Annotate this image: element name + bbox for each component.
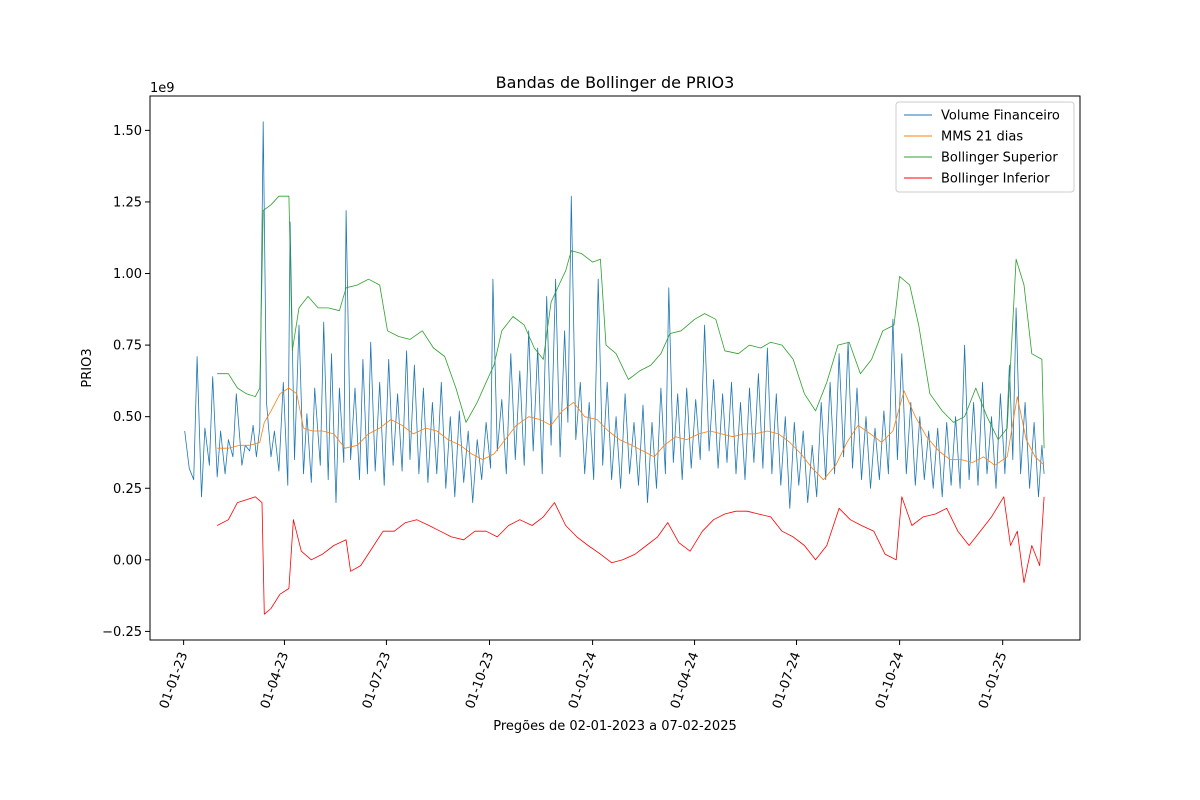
y-tick-label: −0.25 <box>102 625 142 640</box>
legend-label: MMS 21 dias <box>941 130 1023 145</box>
legend-box <box>895 101 1075 193</box>
x-axis-title: Pregões de 02-01-2023 a 07-02-2025 <box>493 719 737 734</box>
y-tick-label: 1.25 <box>113 195 142 210</box>
y-tick-label: 0.00 <box>113 553 142 568</box>
series-line-2 <box>217 195 1045 449</box>
legend-label: Bollinger Inferior <box>941 172 1050 187</box>
plot-area <box>184 121 1045 615</box>
y-tick-label: 1.00 <box>113 267 142 282</box>
legend-label: Bollinger Superior <box>941 151 1058 166</box>
y-tick-label: 0.75 <box>113 339 142 354</box>
legend: Volume Financeiro MMS 21 dias Bollinger Su… <box>895 101 1075 193</box>
chart-title: Bandas de Bollinger de PRIO3 <box>496 73 735 92</box>
y-offset-label: 1e9 <box>150 81 175 96</box>
y-tick-label: 0.50 <box>113 410 142 425</box>
series-line-3 <box>217 496 1045 615</box>
y-axis: −0.25 0.00 0.25 0.50 0.75 1.00 1.25 1.50 <box>102 124 150 640</box>
y-tick-label: 1.50 <box>113 124 142 139</box>
axes-frame <box>149 95 1081 641</box>
legend-label: Volume Financeiro <box>941 109 1060 124</box>
y-tick-label: 0.25 <box>113 482 142 497</box>
y-axis-title: PRIO3 <box>80 348 95 387</box>
series-line-0 <box>184 121 1045 509</box>
series-line-1 <box>217 387 1045 481</box>
